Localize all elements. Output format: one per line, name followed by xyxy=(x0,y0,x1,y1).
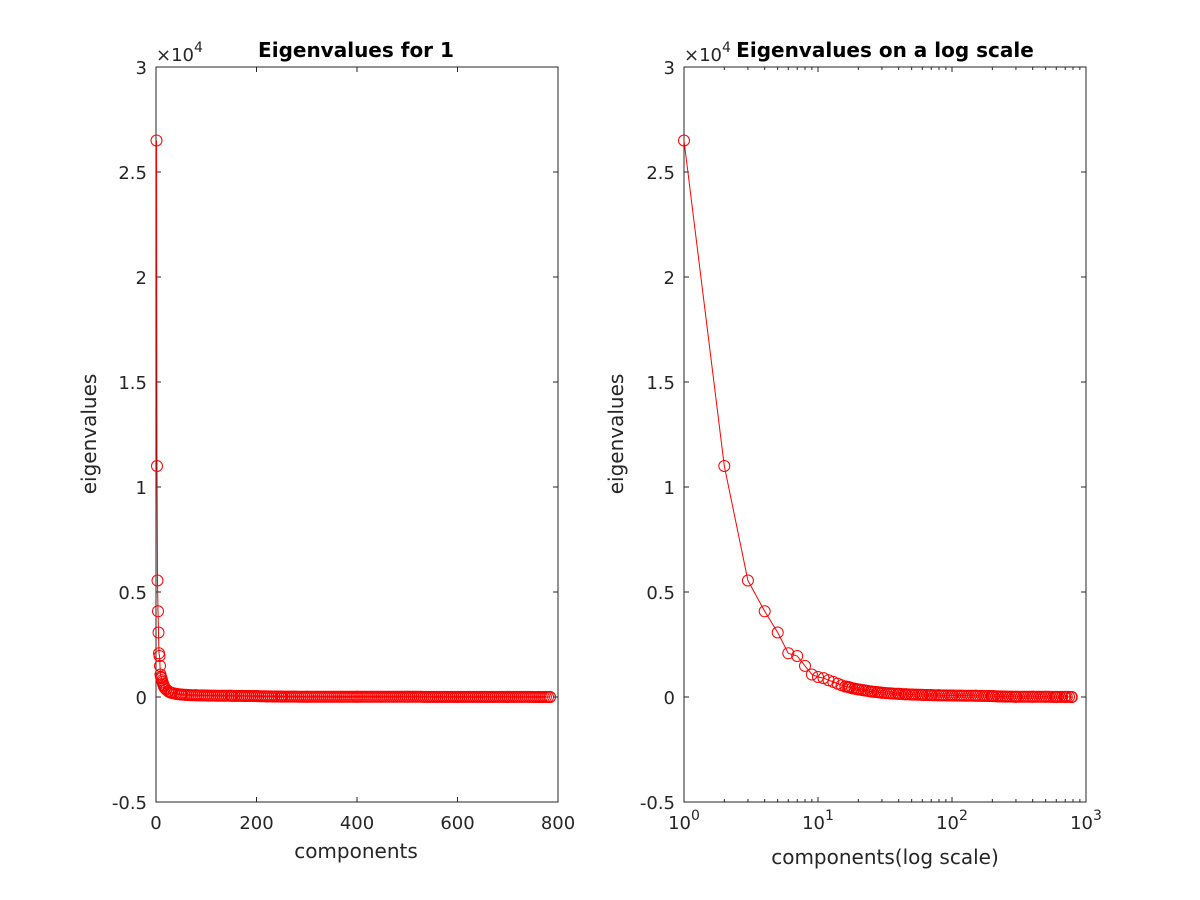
y-tick-label: 3 xyxy=(664,58,675,79)
series-left xyxy=(150,134,556,703)
y-tick-label: 2 xyxy=(664,268,675,289)
y-exponent-left: ×104 xyxy=(156,40,203,66)
x-tick-label-power: 0 xyxy=(691,808,700,824)
x-axis-label-right: components(log scale) xyxy=(771,845,999,869)
y-ticks-right: -0.5 0 0.5 1 1.5 2 2.5 3 xyxy=(640,58,1086,814)
y-exponent-power-right: 4 xyxy=(722,40,731,56)
x-tick-label: 600 xyxy=(440,813,474,834)
x-tick-label-base: 10 xyxy=(668,813,691,834)
data-point xyxy=(678,134,690,147)
x-tick-label: 800 xyxy=(541,813,575,834)
y-tick-label: 3 xyxy=(136,58,147,79)
y-axis-label-right: eigenvalues xyxy=(604,374,628,495)
data-point xyxy=(153,650,166,662)
x-tick-label: 101 xyxy=(802,808,834,834)
y-tick-label: 1.5 xyxy=(646,373,675,394)
y-tick-label: 0.5 xyxy=(646,583,675,604)
x-tick-label: 200 xyxy=(239,813,273,834)
data-point xyxy=(741,574,754,587)
data-point xyxy=(799,659,811,672)
x-tick-label: 103 xyxy=(1070,808,1102,834)
y-exponent-base-left: ×10 xyxy=(156,45,194,66)
y-tick-label: 2 xyxy=(136,268,147,289)
data-point-dense xyxy=(544,691,556,703)
x-tick-label: 0 xyxy=(150,813,161,834)
data-point xyxy=(782,647,795,660)
y-tick-label: 0 xyxy=(136,688,147,709)
y-exponent-power-left: 4 xyxy=(194,40,203,56)
y-exponent-right: ×104 xyxy=(684,40,731,66)
y-tick-label: 1 xyxy=(664,478,675,499)
y-exponent-base-right: ×10 xyxy=(684,45,722,66)
y-ticks-left: -0.5 0 0.5 1 1.5 2 2.5 3 xyxy=(112,58,558,814)
y-tick-label: -0.5 xyxy=(640,793,675,814)
y-tick-label: 1 xyxy=(136,478,147,499)
chart-right: 100 101 102 103 -0.500.511.522.53 ×104 Eige… xyxy=(604,38,1102,869)
data-point xyxy=(718,460,731,472)
chart-title-right: Eigenvalues on a log scale xyxy=(736,38,1034,62)
series-right xyxy=(678,134,1078,703)
data-point xyxy=(151,460,163,472)
data-point xyxy=(150,134,163,147)
data-point xyxy=(791,650,804,662)
data-point xyxy=(812,671,824,683)
y-tick-label: 0 xyxy=(664,688,675,709)
chart-title-left: Eigenvalues for 1 xyxy=(258,38,454,62)
y-tick-label: 2.5 xyxy=(646,163,675,184)
data-point xyxy=(152,605,164,618)
data-point-dense xyxy=(1065,691,1078,703)
x-tick-label-power: 2 xyxy=(959,808,968,824)
x-axis-label-left: components xyxy=(294,839,418,863)
y-tick-label: 2.5 xyxy=(118,163,147,184)
x-tick-label-power: 1 xyxy=(825,808,834,824)
x-ticks-left: 0 200 400 600 800 xyxy=(150,67,575,834)
x-ticks-right: 100 101 102 103 xyxy=(668,67,1102,834)
data-point-dense xyxy=(160,683,173,696)
data-point xyxy=(771,626,784,639)
x-tick-label-base: 10 xyxy=(936,813,959,834)
data-point xyxy=(151,574,164,587)
x-tick-label: 102 xyxy=(936,808,968,834)
y-tick-label: 1.5 xyxy=(118,373,147,394)
chart-left: 0 200 400 600 800 -0.500.511.522.53 Eigenval… xyxy=(77,38,575,863)
y-tick-label: 0.5 xyxy=(118,583,147,604)
x-tick-label: 100 xyxy=(668,808,700,834)
plot-area-left xyxy=(155,66,559,803)
y-axis-label-left: eigenvalues xyxy=(77,374,101,495)
data-point xyxy=(758,605,771,618)
x-tick-label: 400 xyxy=(340,813,374,834)
y-tick-label: -0.5 xyxy=(112,793,147,814)
plot-area-right xyxy=(683,66,1087,803)
data-point xyxy=(805,668,818,681)
data-point xyxy=(152,626,165,639)
x-tick-label-base: 10 xyxy=(802,813,825,834)
data-point xyxy=(822,674,835,687)
x-tick-label-base: 10 xyxy=(1070,813,1093,834)
x-tick-label-power: 3 xyxy=(1093,808,1102,824)
